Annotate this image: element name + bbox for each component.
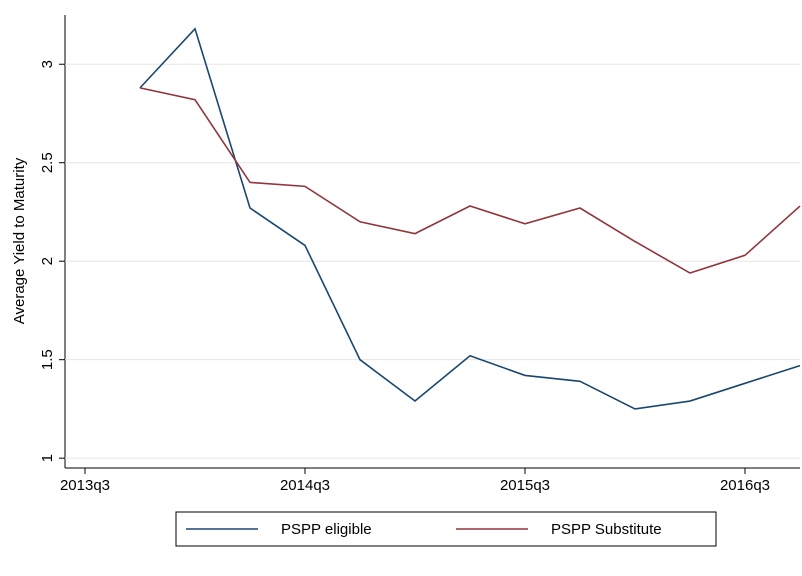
series-line <box>139 27 801 410</box>
y-tick-label: 1.5 <box>39 349 56 370</box>
y-tick-label: 3 <box>39 60 56 68</box>
legend <box>175 511 717 547</box>
x-tick-label: 2013q3 <box>60 477 110 494</box>
y-tick-label: 2.5 <box>39 152 56 173</box>
x-tick-label: 2015q3 <box>500 477 550 494</box>
x-tick-label: 2014q3 <box>280 477 330 494</box>
y-tick-label: 1 <box>39 454 56 462</box>
legend-label: PSPP eligible <box>281 521 372 538</box>
legend-label: PSPP Substitute <box>551 521 662 538</box>
y-axis-label: Average Yield to Maturity <box>11 157 28 324</box>
y-tick-label: 2 <box>39 257 56 265</box>
series-line <box>139 87 801 274</box>
x-tick-label: 2016q3 <box>720 477 770 494</box>
